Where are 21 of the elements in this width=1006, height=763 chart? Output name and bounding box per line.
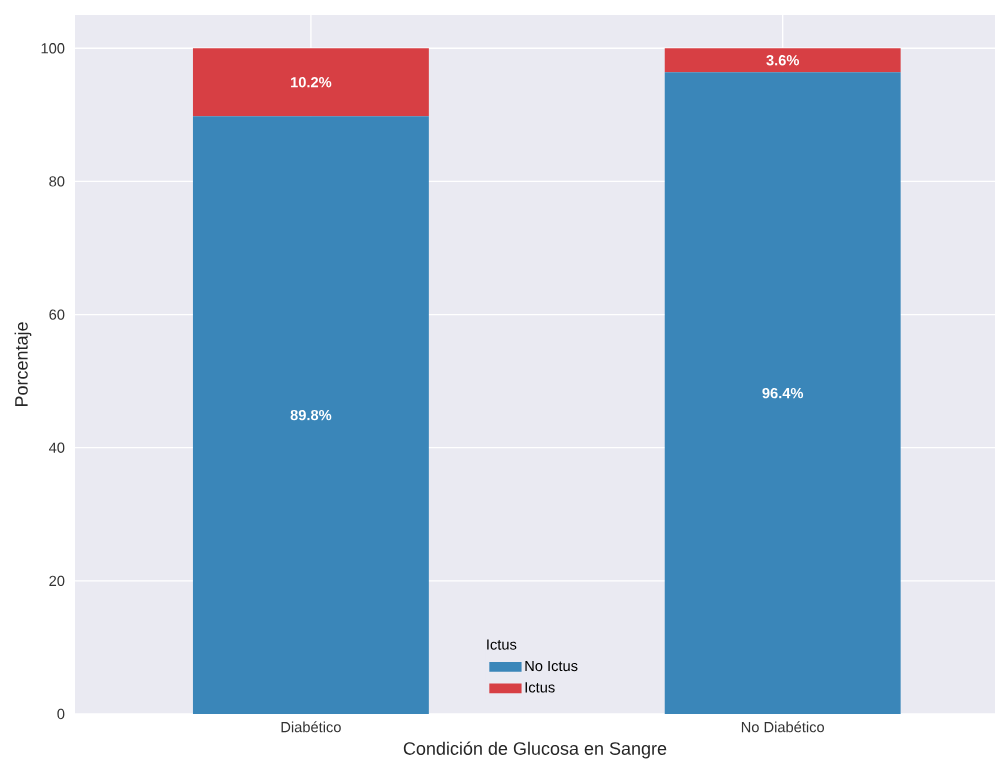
x-tick-label: No Diabético xyxy=(741,721,825,733)
bar xyxy=(192,116,429,714)
y-tick-label: 60 xyxy=(49,309,65,320)
data-label: 89.8% xyxy=(290,409,332,421)
legend-label: Ictus xyxy=(525,682,555,693)
y-tick-label: 20 xyxy=(49,575,65,587)
y-axis-title: Porcentaje xyxy=(14,322,32,407)
bar xyxy=(664,72,901,714)
data-label: 96.4% xyxy=(762,387,804,399)
bar xyxy=(664,48,901,73)
x-axis-title: Condición de Glucosa en Sangre xyxy=(403,741,667,759)
y-tick-label: 40 xyxy=(48,442,65,453)
x-tick-label: Diabético xyxy=(281,721,341,733)
y-tick-label: 0 xyxy=(57,708,65,720)
data-label: 10.2% xyxy=(291,77,332,88)
legend-label: No Ictus xyxy=(525,660,578,672)
y-tick-label: 80 xyxy=(49,176,65,187)
legend-title: Ictus xyxy=(487,639,517,650)
bar xyxy=(192,48,429,117)
data-label: 3.6% xyxy=(766,55,800,66)
y-tick-label: 100 xyxy=(41,43,65,54)
